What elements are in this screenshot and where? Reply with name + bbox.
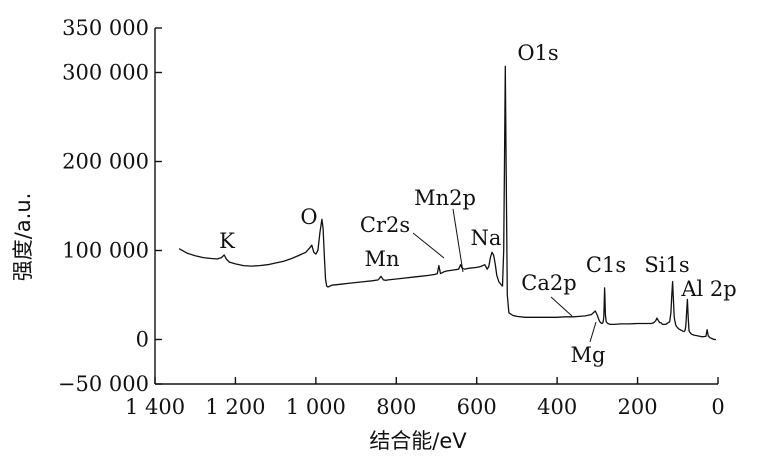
axes: [154, 28, 718, 385]
x-tick-label: 800: [376, 395, 416, 419]
y-tick-label: −50 000: [58, 372, 149, 396]
peak-leader-line: [412, 232, 445, 259]
peak-label: O: [300, 205, 317, 229]
peak-leader-line: [452, 208, 464, 273]
peak-label: O1s: [517, 41, 558, 65]
peak-label: C1s: [586, 253, 626, 277]
y-tick-label: 300 000: [62, 61, 149, 85]
y-axis-title: 强度/a.u.: [11, 193, 35, 282]
y-tick-label: 0: [136, 328, 149, 352]
peak-label: K: [219, 229, 235, 253]
peak-label: Na: [471, 226, 502, 250]
y-tick-label: 100 000: [62, 239, 149, 263]
peak-label: Mn2p: [414, 186, 476, 210]
x-ticks: 1 400 1 200 1 000 800 600 400 200 0: [125, 377, 725, 419]
peak-label: Al 2p: [680, 277, 736, 301]
x-tick-label: 600: [457, 395, 497, 419]
peak-leader-line: [589, 321, 597, 343]
x-tick-label: 0: [711, 395, 724, 419]
peak-label: Mg: [571, 343, 606, 367]
y-ticks: −50 000 0 100 000 200 000 300 000 350 000: [58, 16, 162, 396]
y-tick-label: 200 000: [62, 150, 149, 174]
peak-label: Mn: [364, 247, 399, 271]
spectrum-line: [178, 65, 716, 341]
peak-label: Cr2s: [360, 213, 410, 237]
peak-leader-line: [550, 296, 573, 317]
x-axis-title: 结合能/eV: [369, 429, 467, 453]
peak-label: Ca2p: [521, 271, 576, 295]
x-tick-label: 1 200: [205, 395, 265, 419]
x-tick-label: 400: [537, 395, 577, 419]
x-tick-label: 1 000: [286, 395, 346, 419]
annotation-leaders: [412, 208, 597, 343]
x-tick-label: 200: [618, 395, 658, 419]
y-tick-label: 350 000: [62, 16, 149, 40]
peak-label: Si1s: [644, 253, 689, 277]
x-tick-label: 1 400: [125, 395, 185, 419]
